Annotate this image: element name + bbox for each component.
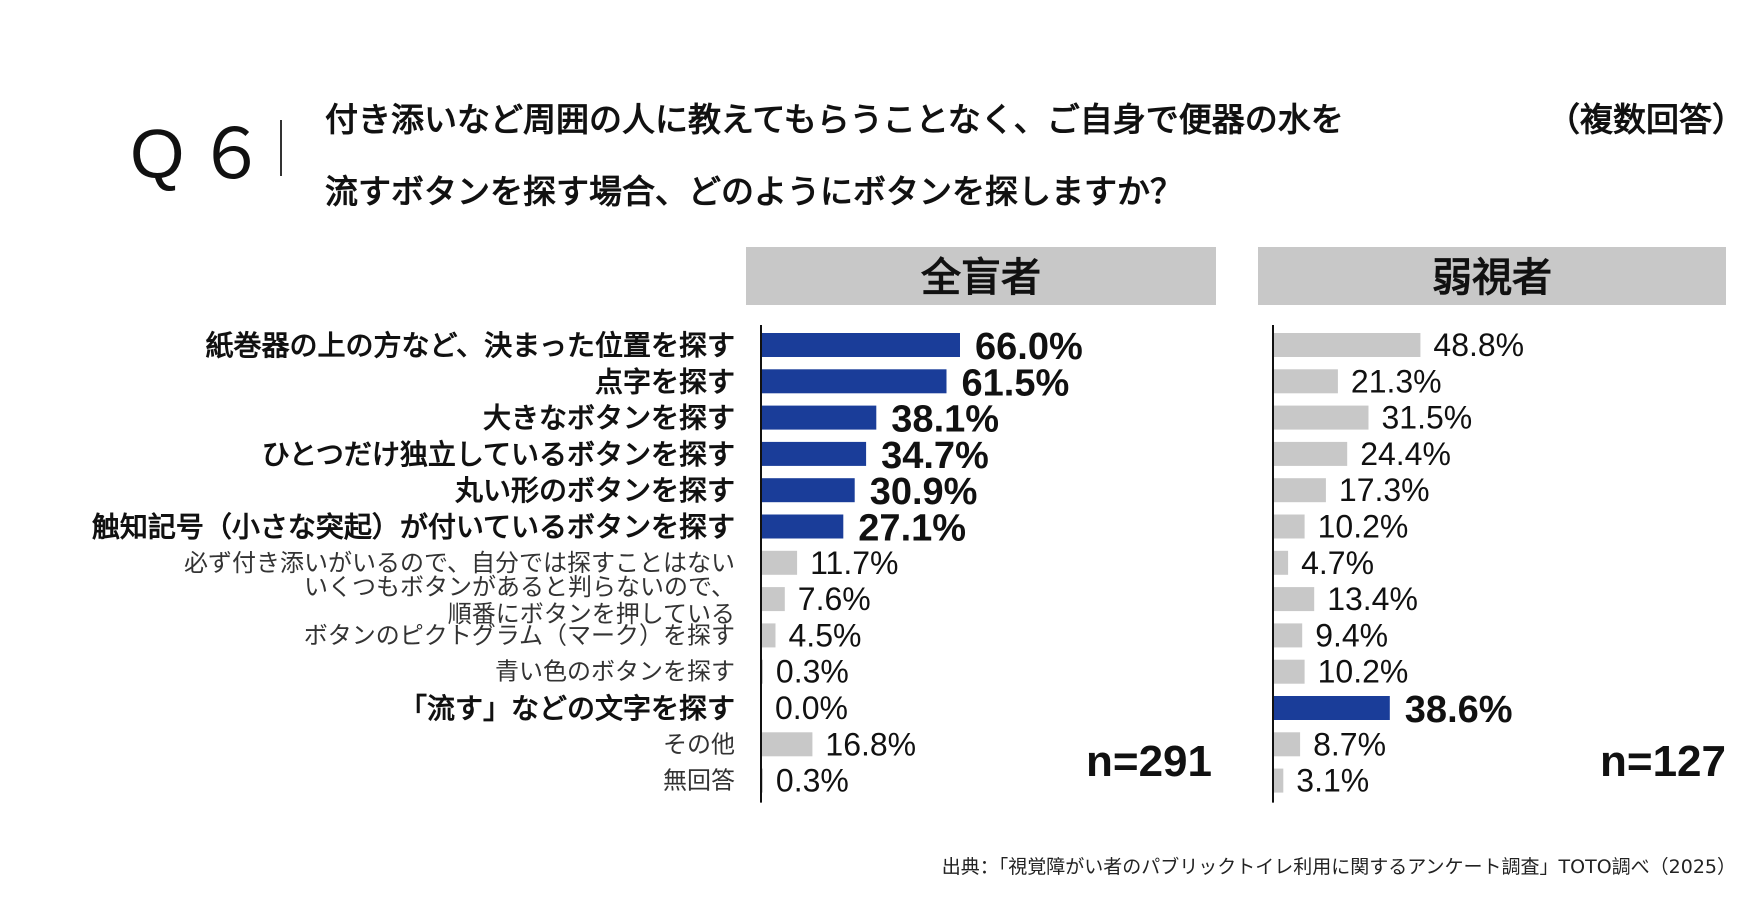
data-label: 17.3%	[1339, 472, 1430, 508]
data-label: 16.8%	[825, 726, 916, 762]
bar	[1274, 696, 1390, 720]
bar	[762, 369, 947, 394]
data-label: 4.7%	[1301, 545, 1374, 581]
category-label: 「流す」などの文字を探す	[399, 692, 735, 725]
bar	[762, 587, 785, 612]
data-label: 9.4%	[1315, 617, 1388, 653]
category-label: 触知記号（小さな突起）が付いているボタンを探す	[92, 511, 735, 544]
category-label: 必ず付き添いがいるので、自分では探すことはない	[184, 549, 735, 577]
bar	[762, 478, 855, 503]
data-label: 48.8%	[1433, 327, 1524, 363]
data-label: 21.3%	[1351, 363, 1442, 399]
question-text: 付き添いなど周囲の人に教えてもらうことなく、ご自身で便器の水を 流すボタンを探す…	[325, 84, 1745, 228]
category-label: いくつもボタンがあると判らないので、	[304, 573, 735, 601]
panel-header-bg	[1258, 247, 1726, 305]
bar	[762, 768, 763, 793]
data-label: 0.3%	[776, 763, 849, 799]
data-label: 0.0%	[775, 690, 848, 726]
bar	[1274, 333, 1421, 357]
data-label: 10.2%	[1318, 509, 1409, 545]
data-label: 24.4%	[1360, 436, 1451, 472]
category-label: その他	[663, 730, 735, 758]
bar	[762, 623, 776, 648]
data-label: 0.3%	[776, 654, 849, 690]
bar	[762, 514, 844, 539]
series-name: 弱視者	[1432, 255, 1552, 301]
data-label: 8.7%	[1313, 726, 1386, 762]
bar	[1274, 514, 1305, 539]
data-label: 38.1%	[891, 399, 999, 441]
data-label: 11.7%	[810, 545, 898, 581]
bar	[762, 441, 867, 466]
data-label: 10.2%	[1318, 654, 1409, 690]
category-label: ひとつだけ独立しているボタンを探す	[262, 438, 735, 471]
data-label: 38.6%	[1405, 689, 1513, 731]
category-label: 点字を探す	[595, 365, 735, 398]
panel-header-bg	[746, 247, 1216, 305]
question-number: Q６	[130, 115, 279, 193]
bar	[762, 659, 763, 684]
bar	[762, 732, 813, 757]
bar	[1274, 405, 1369, 430]
data-label: 31.5%	[1382, 400, 1473, 436]
data-label: 13.4%	[1327, 581, 1418, 617]
category-label: 無回答	[663, 767, 735, 795]
source-citation: 出典：「視覚障がい者のパブリックトイレ利用に関するアンケート調査」TOTO調べ（…	[941, 856, 1736, 878]
data-label: 27.1%	[858, 508, 966, 550]
category-label: 青い色のボタンを探す	[495, 658, 735, 686]
question-line-1: 付き添いなど周囲の人に教えてもらうことなく、ご自身で便器の水を	[325, 100, 1344, 139]
data-label: 66.0%	[975, 326, 1083, 368]
question-line-2: 流すボタンを探す場合、どのようにボタンを探しますか？	[325, 172, 1183, 211]
sample-size: n=127	[1600, 737, 1726, 786]
category-label: ボタンのピクトグラム（マーク）を探す	[304, 621, 735, 649]
category-label: 順番にボタンを押している	[448, 600, 735, 628]
bar	[762, 333, 960, 357]
bar	[1274, 441, 1348, 466]
data-label: 30.9%	[870, 471, 978, 513]
bar	[1274, 659, 1305, 684]
bar	[1274, 732, 1301, 757]
data-label: 7.6%	[798, 581, 871, 617]
bar	[1274, 587, 1315, 612]
question-divider	[280, 120, 282, 176]
data-label: 4.5%	[789, 617, 862, 653]
bar	[762, 550, 798, 575]
data-label: 34.7%	[881, 435, 989, 477]
bar	[1274, 478, 1326, 503]
sample-size: n=291	[1086, 737, 1212, 786]
bar	[1274, 550, 1289, 575]
bar	[1274, 369, 1338, 394]
bar	[1274, 768, 1284, 793]
bar	[1274, 623, 1303, 648]
bar	[762, 405, 877, 430]
category-label: 丸い形のボタンを探す	[454, 474, 735, 507]
data-label: 3.1%	[1296, 763, 1369, 799]
category-label: 紙巻器の上の方など、決まった位置を探す	[206, 329, 735, 362]
question-note: （複数回答）	[1547, 100, 1745, 139]
category-label: 大きなボタンを探す	[483, 402, 735, 435]
series-name: 全盲者	[920, 255, 1041, 301]
data-label: 61.5%	[962, 362, 1070, 404]
